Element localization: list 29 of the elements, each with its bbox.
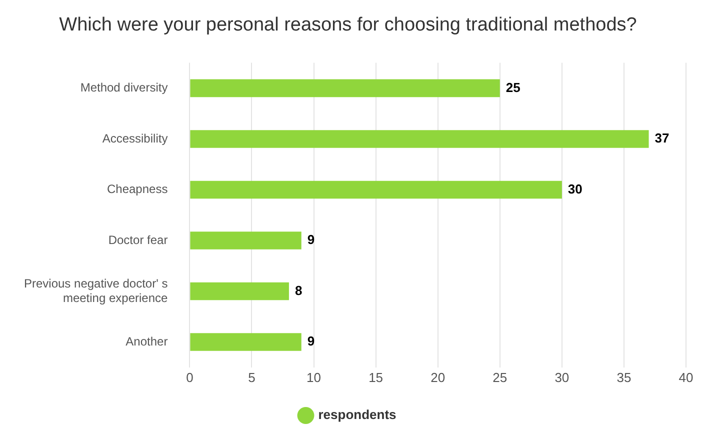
- x-tick-label: 30: [554, 370, 570, 385]
- data-label: 25: [506, 80, 520, 95]
- data-label: 9: [307, 334, 315, 349]
- bar: [190, 130, 649, 148]
- x-tick-label: 35: [616, 370, 632, 385]
- y-tick-label: Accessibility: [102, 131, 168, 146]
- bar: [190, 232, 302, 250]
- bar: [190, 79, 500, 98]
- y-tick-label: Doctor fear: [108, 232, 168, 247]
- x-tick-label: 0: [186, 370, 194, 385]
- bar: [190, 282, 289, 300]
- x-tick-label: 5: [248, 370, 256, 385]
- x-tick-label: 10: [306, 370, 322, 385]
- legend-label: respondents: [318, 407, 396, 422]
- data-label: 37: [654, 130, 670, 146]
- data-label: 8: [294, 282, 302, 298]
- bar: [190, 180, 562, 199]
- x-tick-label: 40: [678, 370, 694, 385]
- y-tick-label: Previous negative doctor' s meeting experience: [24, 276, 168, 305]
- data-label: 9: [307, 232, 315, 248]
- y-tick-label: Cheapness: [106, 182, 168, 196]
- y-tick-label: Another: [126, 334, 168, 348]
- x-tick-label: 15: [368, 370, 384, 385]
- x-tick-label: 25: [492, 370, 508, 385]
- chart-title: Which were your personal reasons for choosing traditional methods?: [59, 14, 637, 36]
- bar: [190, 333, 302, 351]
- x-tick-label: 20: [430, 370, 446, 385]
- data-label: 30: [568, 181, 582, 196]
- y-tick-label: Method diversity: [80, 80, 168, 94]
